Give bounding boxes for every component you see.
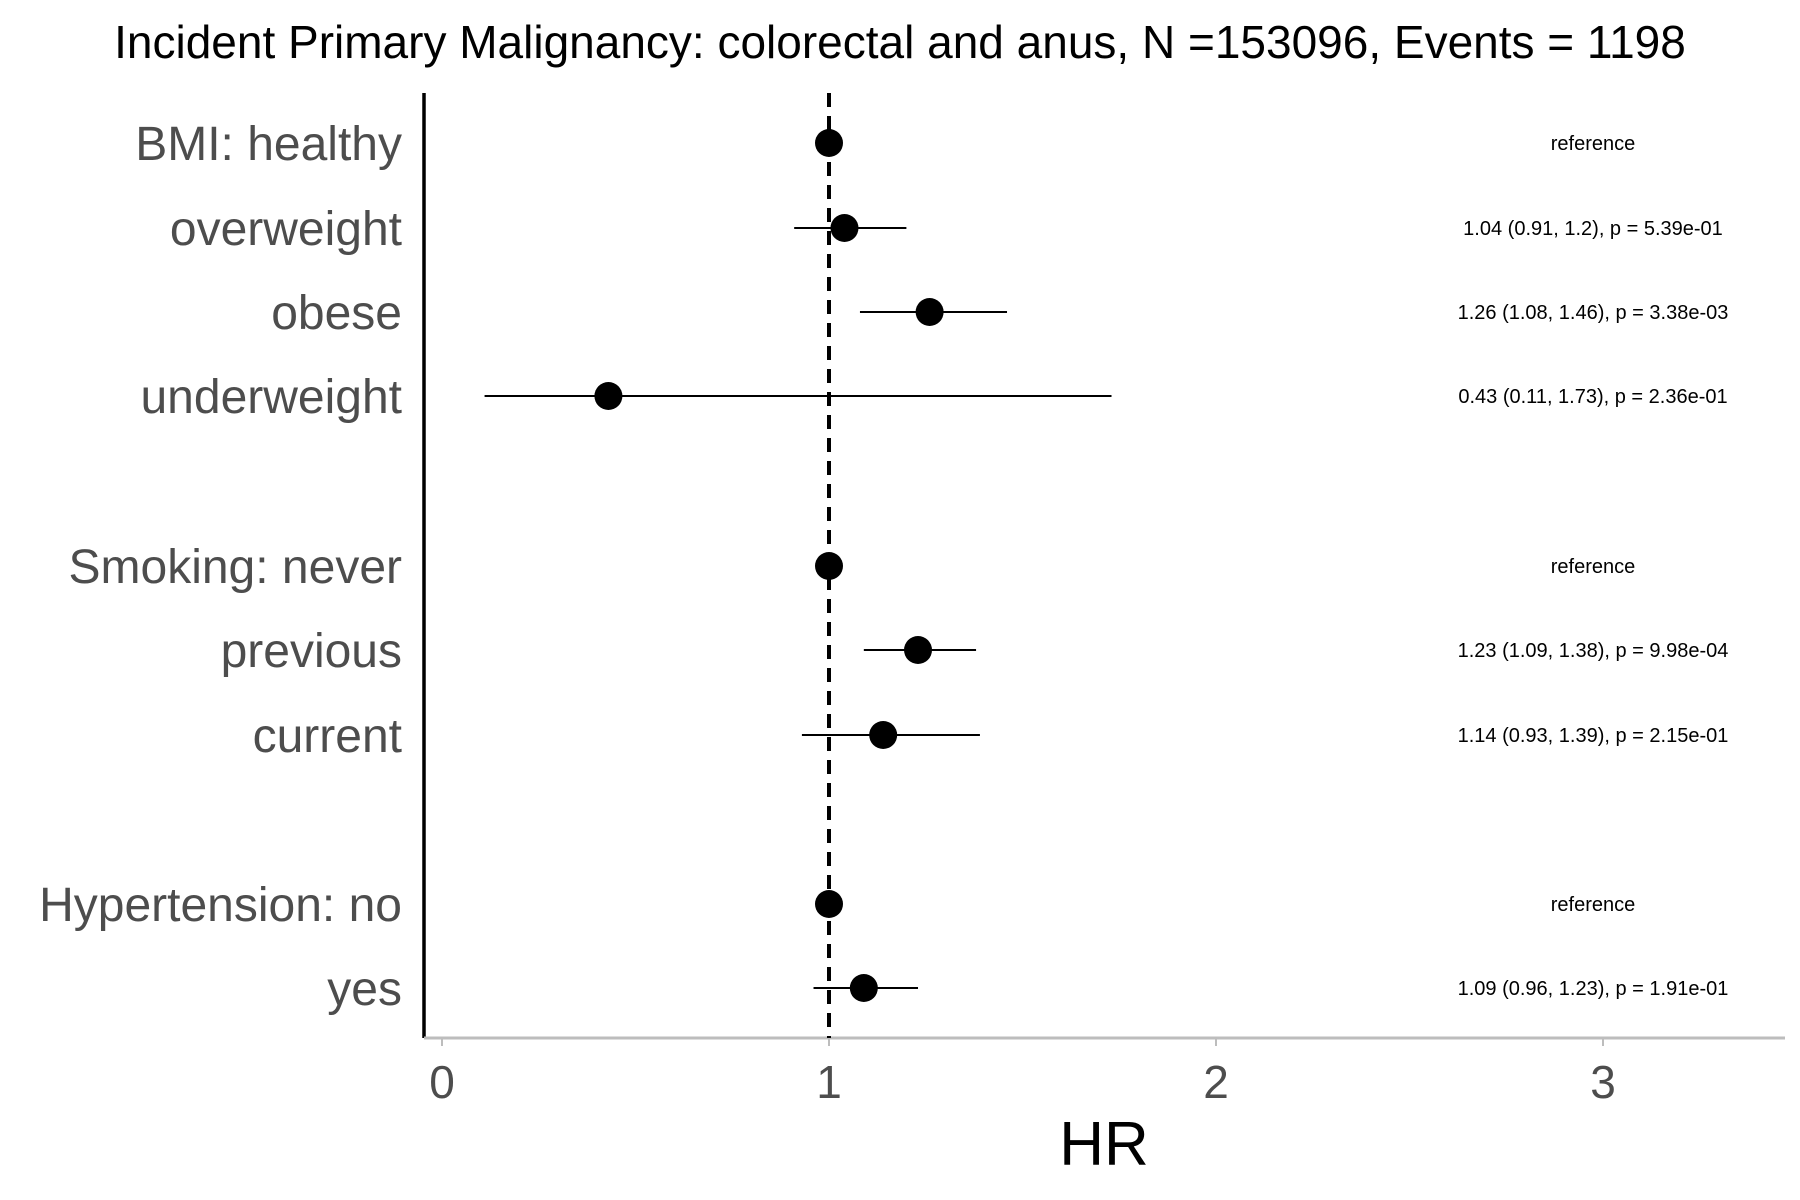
row-annotation: 1.23 (1.09, 1.38), p = 9.98e-04 bbox=[1458, 640, 1729, 662]
row-annotation: 1.09 (0.96, 1.23), p = 1.91e-01 bbox=[1458, 978, 1729, 1000]
row-annotation: reference bbox=[1551, 133, 1636, 155]
x-tick-label: 1 bbox=[816, 1056, 842, 1108]
row-label: BMI: healthy bbox=[135, 118, 402, 171]
row-label: obese bbox=[271, 287, 402, 340]
row-label: underweight bbox=[140, 371, 402, 424]
x-tick-label: 0 bbox=[429, 1056, 455, 1108]
x-axis-title: HR bbox=[1059, 1110, 1149, 1179]
row-label: yes bbox=[327, 963, 402, 1016]
x-tick-label: 2 bbox=[1203, 1056, 1229, 1108]
row-label: previous bbox=[221, 625, 402, 678]
row-label: Hypertension: no bbox=[39, 879, 402, 932]
hr-point bbox=[594, 382, 623, 410]
row-annotation: reference bbox=[1551, 556, 1636, 578]
chart-title: Incident Primary Malignancy: colorectal … bbox=[114, 16, 1686, 68]
row-annotation: 0.43 (0.11, 1.73), p = 2.36e-01 bbox=[1458, 386, 1727, 408]
row-label: overweight bbox=[170, 203, 402, 256]
hr-point bbox=[915, 298, 944, 326]
x-tick-label: 3 bbox=[1590, 1056, 1616, 1108]
hr-point bbox=[830, 214, 859, 242]
hr-point bbox=[815, 129, 843, 157]
row-annotation: 1.04 (0.91, 1.2), p = 5.39e-01 bbox=[1463, 218, 1723, 240]
row-annotation: 1.26 (1.08, 1.46), p = 3.38e-03 bbox=[1458, 302, 1729, 324]
row-annotation: 1.14 (0.93, 1.39), p = 2.15e-01 bbox=[1458, 725, 1729, 747]
row-label: Smoking: never bbox=[69, 541, 403, 594]
hr-point bbox=[815, 890, 843, 918]
row-annotation: reference bbox=[1551, 894, 1636, 916]
hr-point bbox=[904, 636, 933, 664]
hr-point bbox=[815, 552, 843, 580]
hr-point bbox=[869, 721, 898, 749]
row-label: current bbox=[253, 710, 402, 763]
hr-point bbox=[849, 974, 878, 1002]
